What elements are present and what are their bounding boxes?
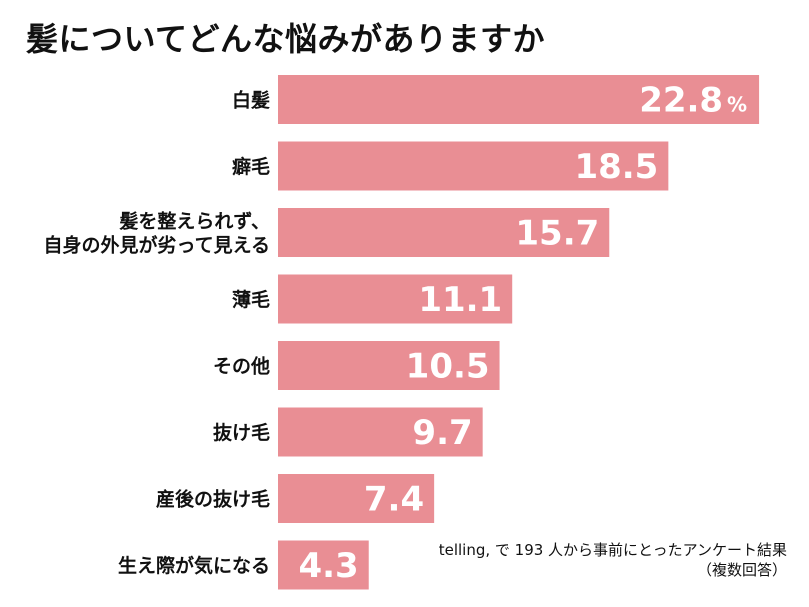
unit-label: % xyxy=(727,93,747,117)
category-label-4: その他 xyxy=(213,355,270,378)
value-label-4: 10.5 xyxy=(406,347,490,387)
value-label-6: 7.4 xyxy=(364,480,424,520)
category-label-2-line-0: 髪を整えられず、 xyxy=(118,210,270,233)
chart-title: 髪についてどんな悩みがありますか xyxy=(26,20,546,58)
category-label-7-line-0: 生え際が気になる xyxy=(118,554,270,577)
bar-5 xyxy=(278,407,483,457)
category-label-6: 産後の抜け毛 xyxy=(156,488,270,511)
bar-6 xyxy=(278,474,435,523)
value-label-7: 4.3 xyxy=(298,546,358,586)
survey-note: telling, で 193 人から事前にとったアンケート結果 （複数回答） xyxy=(439,540,787,580)
category-label-5-line-0: 抜け毛 xyxy=(213,421,270,444)
category-label-6-line-0: 産後の抜け毛 xyxy=(156,488,270,511)
category-label-0-line-0: 白髪 xyxy=(232,89,270,112)
survey-note-line-1: telling, で 193 人から事前にとったアンケート結果 xyxy=(438,541,787,559)
category-label-0: 白髪 xyxy=(232,89,270,112)
bar-7 xyxy=(278,540,369,590)
bar-0 xyxy=(278,75,760,124)
category-label-7: 生え際が気になる xyxy=(118,554,270,577)
value-label-1: 18.5 xyxy=(574,147,658,187)
category-label-4-line-0: その他 xyxy=(213,355,270,378)
bar-3 xyxy=(278,274,513,324)
value-label-3: 11.1 xyxy=(418,280,502,320)
category-label-3: 薄毛 xyxy=(232,289,270,311)
category-label-2-line-1: 自身の外見が劣って見える xyxy=(44,234,270,257)
category-label-5: 抜け毛 xyxy=(213,421,270,444)
category-label-1-line-0: 癖毛 xyxy=(232,155,270,178)
value-label-2: 15.7 xyxy=(515,214,599,254)
category-label-2: 髪を整えられず、自身の外見が劣って見える xyxy=(44,210,270,257)
value-label-5: 9.7 xyxy=(412,413,472,453)
bar-1 xyxy=(278,141,669,191)
bar-2 xyxy=(278,208,610,257)
survey-note-line-2: （複数回答） xyxy=(696,561,787,579)
value-label-0: 22.8 xyxy=(639,81,723,121)
category-label-3-line-0: 薄毛 xyxy=(232,289,270,311)
bar-4 xyxy=(278,341,500,390)
category-label-1: 癖毛 xyxy=(232,155,270,178)
